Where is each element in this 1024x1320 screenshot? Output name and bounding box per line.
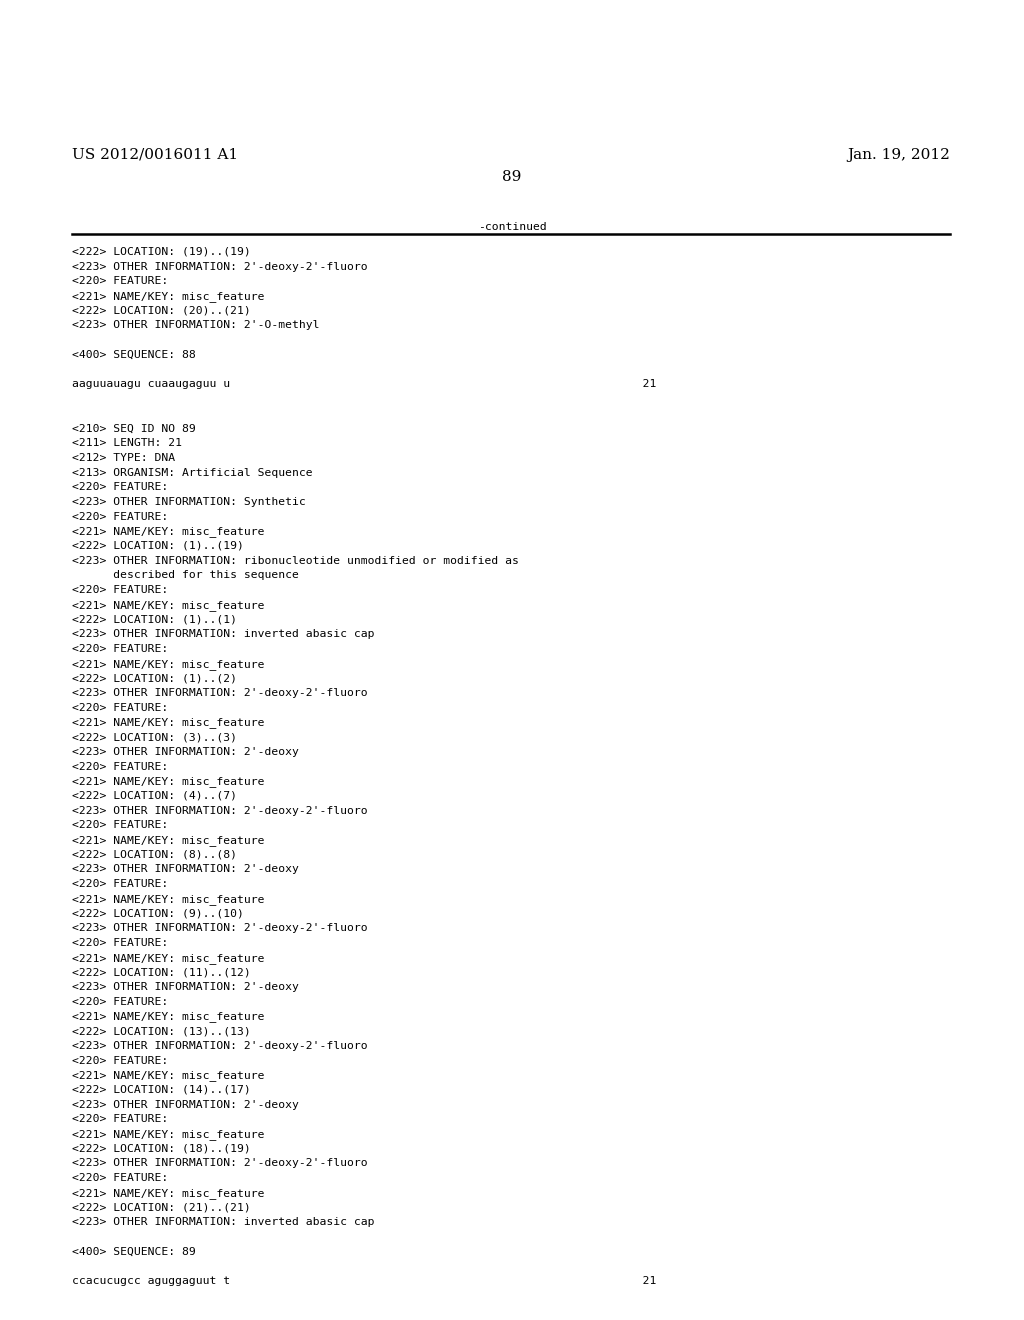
- Text: <223> OTHER INFORMATION: 2'-deoxy-2'-fluoro: <223> OTHER INFORMATION: 2'-deoxy-2'-flu…: [72, 1040, 368, 1051]
- Text: <220> FEATURE:: <220> FEATURE:: [72, 820, 168, 830]
- Text: <221> NAME/KEY: misc_feature: <221> NAME/KEY: misc_feature: [72, 527, 264, 537]
- Text: <221> NAME/KEY: misc_feature: <221> NAME/KEY: misc_feature: [72, 292, 264, 302]
- Text: <223> OTHER INFORMATION: inverted abasic cap: <223> OTHER INFORMATION: inverted abasic…: [72, 1217, 375, 1228]
- Text: <223> OTHER INFORMATION: 2'-deoxy-2'-fluoro: <223> OTHER INFORMATION: 2'-deoxy-2'-flu…: [72, 923, 368, 933]
- Text: <222> LOCATION: (8)..(8): <222> LOCATION: (8)..(8): [72, 850, 237, 859]
- Text: <223> OTHER INFORMATION: 2'-O-methyl: <223> OTHER INFORMATION: 2'-O-methyl: [72, 321, 319, 330]
- Text: ccacucugcc aguggaguut t                                                         : ccacucugcc aguggaguut t: [72, 1276, 656, 1286]
- Text: <222> LOCATION: (1)..(19): <222> LOCATION: (1)..(19): [72, 541, 244, 550]
- Text: <220> FEATURE:: <220> FEATURE:: [72, 585, 168, 595]
- Text: <223> OTHER INFORMATION: Synthetic: <223> OTHER INFORMATION: Synthetic: [72, 496, 306, 507]
- Text: <400> SEQUENCE: 89: <400> SEQUENCE: 89: [72, 1246, 196, 1257]
- Text: <222> LOCATION: (18)..(19): <222> LOCATION: (18)..(19): [72, 1143, 251, 1154]
- Text: <220> FEATURE:: <220> FEATURE:: [72, 1056, 168, 1065]
- Text: <221> NAME/KEY: misc_feature: <221> NAME/KEY: misc_feature: [72, 836, 264, 846]
- Text: <221> NAME/KEY: misc_feature: <221> NAME/KEY: misc_feature: [72, 1188, 264, 1199]
- Text: <222> LOCATION: (20)..(21): <222> LOCATION: (20)..(21): [72, 306, 251, 315]
- Text: <223> OTHER INFORMATION: inverted abasic cap: <223> OTHER INFORMATION: inverted abasic…: [72, 630, 375, 639]
- Text: <220> FEATURE:: <220> FEATURE:: [72, 644, 168, 653]
- Text: <220> FEATURE:: <220> FEATURE:: [72, 939, 168, 948]
- Text: <222> LOCATION: (11)..(12): <222> LOCATION: (11)..(12): [72, 968, 251, 977]
- Text: <221> NAME/KEY: misc_feature: <221> NAME/KEY: misc_feature: [72, 953, 264, 964]
- Text: Jan. 19, 2012: Jan. 19, 2012: [847, 148, 950, 162]
- Text: described for this sequence: described for this sequence: [72, 570, 299, 581]
- Text: <220> FEATURE:: <220> FEATURE:: [72, 762, 168, 771]
- Text: <223> OTHER INFORMATION: 2'-deoxy-2'-fluoro: <223> OTHER INFORMATION: 2'-deoxy-2'-flu…: [72, 261, 368, 272]
- Text: <223> OTHER INFORMATION: 2'-deoxy: <223> OTHER INFORMATION: 2'-deoxy: [72, 747, 299, 756]
- Text: <222> LOCATION: (1)..(2): <222> LOCATION: (1)..(2): [72, 673, 237, 684]
- Text: <220> FEATURE:: <220> FEATURE:: [72, 512, 168, 521]
- Text: <221> NAME/KEY: misc_feature: <221> NAME/KEY: misc_feature: [72, 599, 264, 611]
- Text: <223> OTHER INFORMATION: 2'-deoxy: <223> OTHER INFORMATION: 2'-deoxy: [72, 1100, 299, 1110]
- Text: aaguuauagu cuaaugaguu u                                                         : aaguuauagu cuaaugaguu u: [72, 379, 656, 389]
- Text: <221> NAME/KEY: misc_feature: <221> NAME/KEY: misc_feature: [72, 894, 264, 904]
- Text: <220> FEATURE:: <220> FEATURE:: [72, 879, 168, 890]
- Text: <220> FEATURE:: <220> FEATURE:: [72, 1173, 168, 1183]
- Text: -continued: -continued: [477, 222, 547, 232]
- Text: <220> FEATURE:: <220> FEATURE:: [72, 702, 168, 713]
- Text: <222> LOCATION: (14)..(17): <222> LOCATION: (14)..(17): [72, 1085, 251, 1094]
- Text: <222> LOCATION: (9)..(10): <222> LOCATION: (9)..(10): [72, 908, 244, 919]
- Text: <222> LOCATION: (1)..(1): <222> LOCATION: (1)..(1): [72, 615, 237, 624]
- Text: <213> ORGANISM: Artificial Sequence: <213> ORGANISM: Artificial Sequence: [72, 467, 312, 478]
- Text: <211> LENGTH: 21: <211> LENGTH: 21: [72, 438, 182, 447]
- Text: <221> NAME/KEY: misc_feature: <221> NAME/KEY: misc_feature: [72, 1129, 264, 1140]
- Text: <400> SEQUENCE: 88: <400> SEQUENCE: 88: [72, 350, 196, 360]
- Text: <222> LOCATION: (19)..(19): <222> LOCATION: (19)..(19): [72, 247, 251, 257]
- Text: <222> LOCATION: (13)..(13): <222> LOCATION: (13)..(13): [72, 1026, 251, 1036]
- Text: <222> LOCATION: (4)..(7): <222> LOCATION: (4)..(7): [72, 791, 237, 801]
- Text: <221> NAME/KEY: misc_feature: <221> NAME/KEY: misc_feature: [72, 776, 264, 787]
- Text: <222> LOCATION: (21)..(21): <222> LOCATION: (21)..(21): [72, 1203, 251, 1213]
- Text: 89: 89: [503, 170, 521, 183]
- Text: <222> LOCATION: (3)..(3): <222> LOCATION: (3)..(3): [72, 733, 237, 742]
- Text: <212> TYPE: DNA: <212> TYPE: DNA: [72, 453, 175, 463]
- Text: <223> OTHER INFORMATION: 2'-deoxy-2'-fluoro: <223> OTHER INFORMATION: 2'-deoxy-2'-flu…: [72, 805, 368, 816]
- Text: <223> OTHER INFORMATION: 2'-deoxy: <223> OTHER INFORMATION: 2'-deoxy: [72, 982, 299, 993]
- Text: <223> OTHER INFORMATION: ribonucleotide unmodified or modified as: <223> OTHER INFORMATION: ribonucleotide …: [72, 556, 519, 566]
- Text: <220> FEATURE:: <220> FEATURE:: [72, 997, 168, 1007]
- Text: <220> FEATURE:: <220> FEATURE:: [72, 482, 168, 492]
- Text: <223> OTHER INFORMATION: 2'-deoxy-2'-fluoro: <223> OTHER INFORMATION: 2'-deoxy-2'-flu…: [72, 688, 368, 698]
- Text: <221> NAME/KEY: misc_feature: <221> NAME/KEY: misc_feature: [72, 1011, 264, 1022]
- Text: US 2012/0016011 A1: US 2012/0016011 A1: [72, 148, 239, 162]
- Text: <220> FEATURE:: <220> FEATURE:: [72, 1114, 168, 1125]
- Text: <220> FEATURE:: <220> FEATURE:: [72, 276, 168, 286]
- Text: <223> OTHER INFORMATION: 2'-deoxy-2'-fluoro: <223> OTHER INFORMATION: 2'-deoxy-2'-flu…: [72, 1159, 368, 1168]
- Text: <221> NAME/KEY: misc_feature: <221> NAME/KEY: misc_feature: [72, 717, 264, 729]
- Text: <210> SEQ ID NO 89: <210> SEQ ID NO 89: [72, 424, 196, 433]
- Text: <221> NAME/KEY: misc_feature: <221> NAME/KEY: misc_feature: [72, 1071, 264, 1081]
- Text: <221> NAME/KEY: misc_feature: <221> NAME/KEY: misc_feature: [72, 659, 264, 669]
- Text: <223> OTHER INFORMATION: 2'-deoxy: <223> OTHER INFORMATION: 2'-deoxy: [72, 865, 299, 874]
